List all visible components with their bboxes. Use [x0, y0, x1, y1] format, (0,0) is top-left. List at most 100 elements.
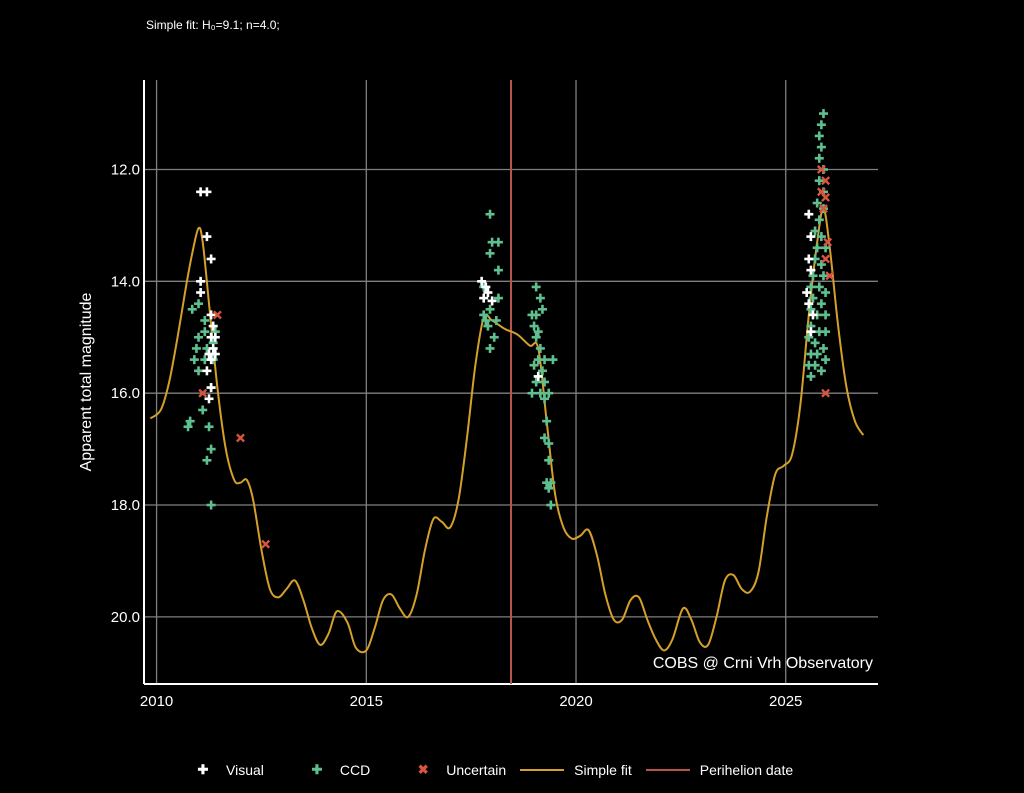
ccd-point — [493, 293, 503, 303]
plus-marker-icon: ✚ — [197, 762, 209, 777]
line-swatch-icon — [645, 769, 690, 771]
chart-plot: 2010 2015 2020 2025 12.0 14.0 16.0 18.0 20.0 App… — [78, 80, 878, 710]
uncertain-point — [821, 176, 831, 186]
ccd-point — [821, 243, 831, 253]
legend-item-ccd[interactable]: ✚ CCD — [304, 762, 370, 778]
marker-v — [195, 343, 198, 353]
visual-point — [196, 288, 206, 298]
x-tick-label: 2025 — [769, 693, 802, 710]
visual-point — [196, 187, 206, 197]
marker-v — [543, 355, 546, 365]
legend-item-simple-fit[interactable]: Simple fit — [520, 762, 632, 778]
visual-point — [481, 282, 491, 292]
marker-v — [547, 455, 551, 465]
marker-v — [543, 377, 546, 387]
ccd-point — [187, 304, 197, 314]
marker-v — [543, 394, 546, 404]
ccd-point — [816, 299, 826, 309]
uncertain-point — [821, 388, 831, 398]
marker-v — [824, 288, 827, 298]
marker-v — [807, 299, 811, 309]
legend-item-perihelion-date[interactable]: Perihelion date — [645, 762, 793, 778]
points-layer — [183, 109, 835, 549]
ccd-point — [481, 315, 491, 325]
ccd-point — [814, 131, 824, 141]
marker-v — [811, 271, 815, 281]
ccd-point — [821, 355, 831, 365]
marker-v — [205, 343, 209, 353]
marker-v — [822, 271, 825, 281]
legend-item-visual[interactable]: ✚ Visual — [190, 762, 264, 778]
marker-v — [541, 366, 544, 376]
ccd-point — [485, 304, 495, 314]
legend-label: Simple fit — [574, 762, 632, 778]
ccd-point — [540, 433, 550, 443]
uncertain-point — [819, 204, 828, 214]
marker-v — [488, 209, 492, 219]
ccd-point — [812, 349, 822, 359]
marker-v — [539, 343, 542, 353]
marker-v — [492, 332, 496, 342]
marker-v — [205, 187, 209, 197]
marker-v — [809, 321, 813, 331]
ccd-point — [806, 321, 816, 331]
marker-d2 — [236, 433, 245, 443]
ccd-point — [529, 321, 539, 331]
marker-v — [203, 315, 207, 325]
ccd-point — [194, 332, 204, 342]
ccd-point — [202, 455, 212, 465]
ccd-point — [540, 377, 550, 387]
marker-v — [815, 243, 819, 253]
visual-point — [804, 299, 814, 309]
marker-v — [815, 198, 819, 208]
ccd-point — [818, 164, 828, 174]
marker-v — [547, 439, 551, 449]
marker-d2 — [821, 192, 831, 202]
ccd-point — [806, 282, 816, 292]
marker-d2 — [825, 271, 835, 281]
simple-fit-line — [149, 207, 865, 654]
marker-v — [817, 215, 821, 225]
marker-v — [209, 383, 213, 393]
ccd-point — [818, 343, 828, 353]
ccd-point — [816, 260, 826, 270]
marker-v — [536, 327, 540, 337]
visual-point — [802, 288, 812, 298]
ccd-point — [487, 237, 497, 247]
ccd-point — [816, 232, 826, 242]
marker-v — [497, 237, 500, 247]
source-annotation: COBS @ Crni Vrh Observatory — [653, 655, 873, 672]
marker-v — [813, 360, 817, 370]
ccd-point — [533, 355, 543, 365]
ccd-point — [810, 254, 820, 264]
marker-v — [484, 282, 488, 292]
marker-v — [209, 254, 213, 264]
marker-v — [817, 176, 821, 186]
marker-v — [497, 265, 500, 275]
ccd-point — [485, 248, 495, 258]
marker-v — [820, 260, 823, 270]
marker-v — [820, 299, 823, 309]
marker-v — [824, 355, 827, 365]
marker-v — [497, 293, 500, 303]
marker-v — [545, 416, 548, 426]
marker-v — [809, 282, 813, 292]
ccd-point — [812, 243, 822, 253]
x-tick-label: 2020 — [559, 693, 592, 710]
marker-v — [811, 293, 815, 303]
marker-v — [820, 142, 823, 152]
legend-item-uncertain[interactable]: ✖ Uncertain — [410, 762, 506, 778]
visual-point — [202, 187, 212, 197]
ccd-point — [821, 310, 831, 320]
visual-point — [204, 394, 214, 404]
marker-v — [539, 388, 542, 398]
marker-v — [534, 310, 538, 320]
plus-marker-icon: ✚ — [311, 762, 323, 777]
marker-v — [484, 315, 488, 325]
x-tick-label: 2010 — [140, 693, 173, 710]
marker-v — [815, 349, 819, 359]
ccd-point — [812, 198, 822, 208]
marker-v — [214, 327, 217, 337]
marker-v — [482, 293, 486, 303]
marker-v — [532, 360, 536, 370]
